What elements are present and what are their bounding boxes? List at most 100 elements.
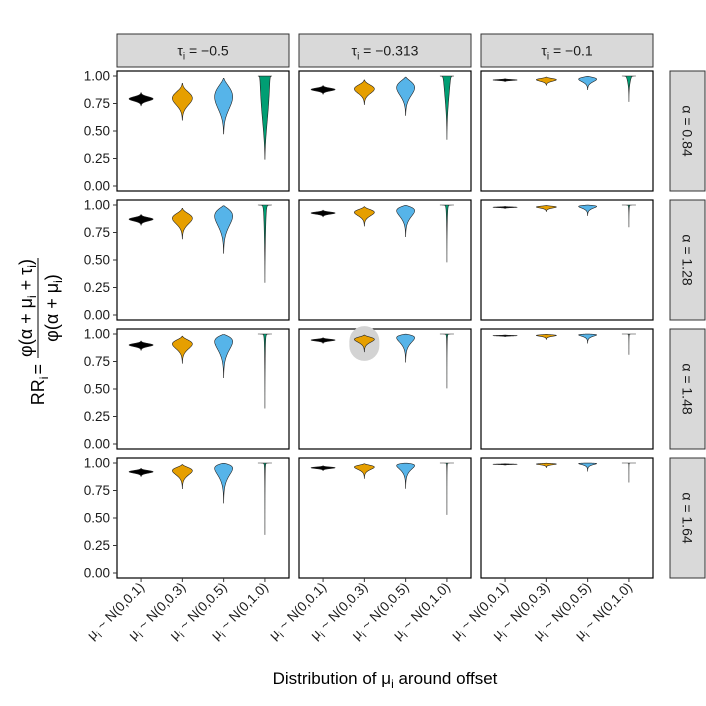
violin-mark — [396, 205, 415, 238]
column-strip-label: τi = −0.1 — [541, 43, 593, 63]
row-strip-background — [669, 70, 706, 192]
y-tick-label: 0.50 — [84, 382, 110, 397]
y-tick-label: 0.25 — [84, 409, 110, 424]
violin-mark — [128, 340, 154, 351]
y-tick-label: 0.25 — [84, 151, 110, 166]
y-tick-label: 0.50 — [84, 511, 110, 526]
column-strip: τi = −0.5 — [116, 33, 290, 68]
row-strip: α = 1.48 — [669, 328, 706, 450]
row-strip-background — [669, 328, 706, 450]
x-axes: μi ~ N(0,0.1)μi ~ N(0,0.3)μi ~ N(0,0.5)μ… — [84, 578, 635, 643]
column-strip: τi = −0.313 — [298, 33, 472, 68]
row-strip-label: α = 1.64 — [680, 492, 696, 544]
violin-mark — [128, 214, 154, 226]
column-strip-background — [480, 33, 654, 68]
y-tick-label: 0.50 — [84, 124, 110, 139]
row-strip-background — [669, 199, 706, 321]
violin-mark — [621, 462, 636, 483]
violin-mark — [578, 462, 597, 472]
panel-border — [480, 199, 654, 321]
violin-mark — [310, 337, 336, 344]
violin-mark — [439, 204, 454, 263]
row-strip-label: α = 1.28 — [680, 234, 696, 286]
panel-border — [116, 328, 290, 450]
y-tick-label: 0.50 — [84, 253, 110, 268]
panel-border — [116, 457, 290, 579]
y-axis-title-denominator: φ(α + μi) — [42, 274, 65, 342]
row-strip-label: α = 0.84 — [680, 105, 696, 157]
column-strip-label: τi = −0.5 — [177, 43, 229, 63]
violin-mark — [310, 465, 336, 471]
violin-mark — [354, 334, 375, 353]
violin-mark — [214, 334, 233, 379]
x-axis-title: Distribution of μi around offset — [273, 669, 498, 691]
violin-mark — [172, 335, 193, 364]
violin-mark — [354, 206, 375, 227]
y-tick-label: 0.25 — [84, 538, 110, 553]
violin-mark — [310, 85, 336, 95]
y-tick-label: 1.00 — [84, 456, 110, 471]
panel-border — [480, 457, 654, 579]
row-strip-label: α = 1.48 — [680, 363, 696, 415]
column-strip: τi = −0.1 — [480, 33, 654, 68]
facet-panel — [480, 457, 654, 579]
violin-mark — [578, 75, 597, 91]
column-strip-background — [116, 33, 290, 68]
violin-mark — [492, 78, 518, 82]
facet-panel — [116, 457, 290, 579]
y-axis-title: RRi= φ(α + μi + τi) φ(α + μi) — [16, 258, 65, 405]
y-axis-title-numerator: φ(α + μi + τi) — [16, 259, 39, 357]
violin-mark — [578, 333, 597, 344]
facet-panel — [116, 70, 290, 192]
y-tick-label: 1.00 — [84, 69, 110, 84]
panel-border — [298, 199, 472, 321]
violin-mark — [439, 333, 454, 389]
violin-mark — [354, 79, 375, 105]
violin-mark — [621, 75, 636, 102]
violin-mark — [536, 333, 557, 340]
violin-mark — [492, 206, 518, 209]
row-strip: α = 0.84 — [669, 70, 706, 192]
violin-mark — [172, 464, 193, 490]
violin-mark — [172, 82, 193, 121]
violin-mark — [257, 75, 272, 160]
panel-border — [480, 70, 654, 192]
y-tick-label: 1.00 — [84, 198, 110, 213]
y-tick-label: 0.00 — [84, 566, 110, 581]
y-tick-label: 0.00 — [84, 308, 110, 323]
y-tick-label: 1.00 — [84, 327, 110, 342]
violin-mark — [492, 463, 518, 466]
y-tick-label: 0.75 — [84, 96, 110, 111]
y-axes: 0.00 0.25 0.50 0.75 1.00 0.00 0.25 0.50 0.75 1.00… — [84, 69, 117, 581]
facet-panel — [480, 199, 654, 321]
violin-mark — [354, 463, 375, 479]
violin-mark — [257, 333, 272, 409]
facet-panel — [480, 70, 654, 192]
y-tick-label: 0.75 — [84, 354, 110, 369]
violin-mark — [621, 333, 636, 355]
panel-border — [298, 328, 472, 450]
row-strip: α = 1.64 — [669, 457, 706, 579]
violin-mark — [396, 76, 415, 116]
violin-mark — [621, 204, 636, 228]
row-strips: α = 0.84 α = 1.28 α = 1.48 α = 1.64 — [669, 70, 706, 579]
violin-mark — [128, 468, 154, 477]
violin-mark — [257, 462, 272, 535]
violin-mark — [128, 92, 154, 107]
column-strips: τi = −0.5 τi = −0.313 τi = −0.1 — [116, 33, 654, 68]
facet-panel — [480, 328, 654, 450]
violin-mark — [214, 463, 233, 504]
row-strip-background — [669, 457, 706, 579]
violin-mark — [172, 208, 193, 240]
panel-border — [298, 457, 472, 579]
violin-mark — [214, 78, 233, 135]
y-tick-label: 0.25 — [84, 280, 110, 295]
facet-panel — [298, 457, 472, 579]
column-strip-background — [298, 33, 472, 68]
violin-mark — [214, 205, 233, 254]
facet-panel — [298, 70, 472, 192]
facet-panel — [298, 199, 472, 321]
y-tick-label: 0.75 — [84, 483, 110, 498]
violin-mark — [578, 204, 597, 216]
